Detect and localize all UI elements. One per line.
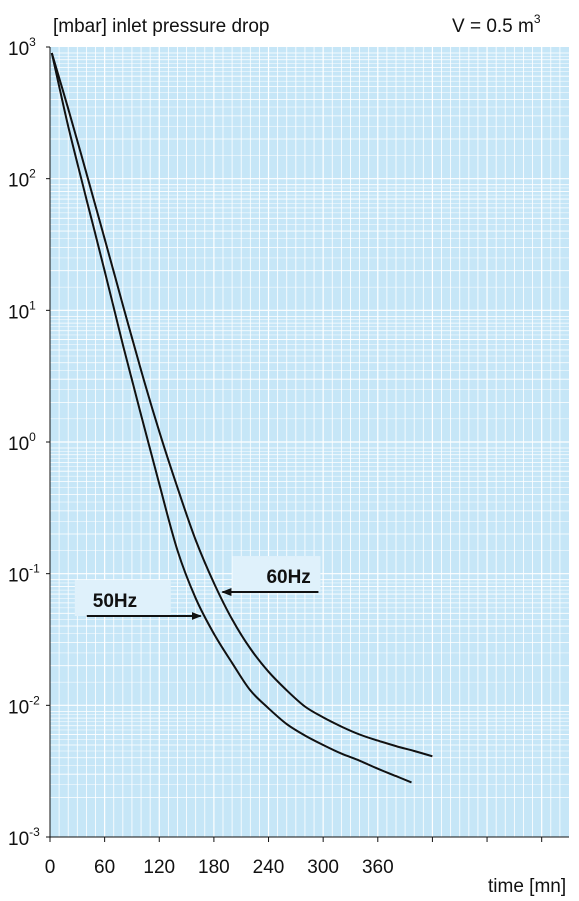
y-tick-exponent: 0 — [29, 430, 36, 444]
series-label-box — [74, 579, 171, 616]
y-tick-exponent: 1 — [29, 298, 36, 312]
y-tick-label: 10-3 — [8, 825, 40, 850]
y-tick-exponent: -2 — [29, 693, 40, 707]
y-tick-base: 10 — [8, 829, 29, 850]
chart-title: [mbar] inlet pressure drop — [53, 16, 270, 37]
x-tick-label: 120 — [143, 857, 175, 878]
series-label-box — [232, 556, 321, 593]
series-label-text: 60Hz — [266, 567, 310, 588]
x-tick-label: 300 — [307, 857, 339, 878]
y-tick-base: 10 — [8, 697, 29, 718]
y-tick-exponent: -1 — [29, 562, 40, 576]
series-line-50hz — [50, 52, 412, 784]
y-tick-base: 10 — [8, 39, 29, 60]
y-tick-exponent: 3 — [29, 35, 36, 49]
y-tick-exponent: -3 — [29, 825, 40, 839]
series-line-60hz — [50, 52, 433, 758]
x-tick-labels: 0 60 120 180 240 300 360 — [45, 837, 543, 878]
x-tick-label: 360 — [362, 857, 394, 878]
volume-annotation-prefix: V = 0.5 m — [452, 16, 534, 37]
volume-annotation-exponent: 3 — [534, 12, 541, 26]
volume-annotation: V = 0.5 m3 — [452, 12, 541, 37]
series-label-text: 50Hz — [93, 591, 137, 612]
x-tick-label: 60 — [94, 857, 115, 878]
x-axis-label: time [mn] — [488, 876, 566, 897]
x-tick-label: 240 — [253, 857, 285, 878]
y-tick-base: 10 — [8, 566, 29, 587]
y-tick-label: 101 — [8, 298, 36, 323]
y-tick-base: 10 — [8, 434, 29, 455]
y-tick-label: 103 — [8, 35, 36, 60]
y-tick-label: 100 — [8, 430, 36, 455]
y-tick-label: 102 — [8, 167, 36, 192]
y-tick-exponent: 2 — [29, 167, 36, 181]
y-tick-label: 10-2 — [8, 693, 40, 718]
y-tick-base: 10 — [8, 302, 29, 323]
x-tick-label: 180 — [198, 857, 230, 878]
y-tick-base: 10 — [8, 171, 29, 192]
y-tick-label: 10-1 — [8, 562, 40, 587]
series-labels: 60Hz 50Hz — [74, 556, 321, 620]
grid-lines — [50, 47, 569, 837]
series-lines — [50, 52, 433, 784]
x-tick-label: 0 — [45, 857, 56, 878]
